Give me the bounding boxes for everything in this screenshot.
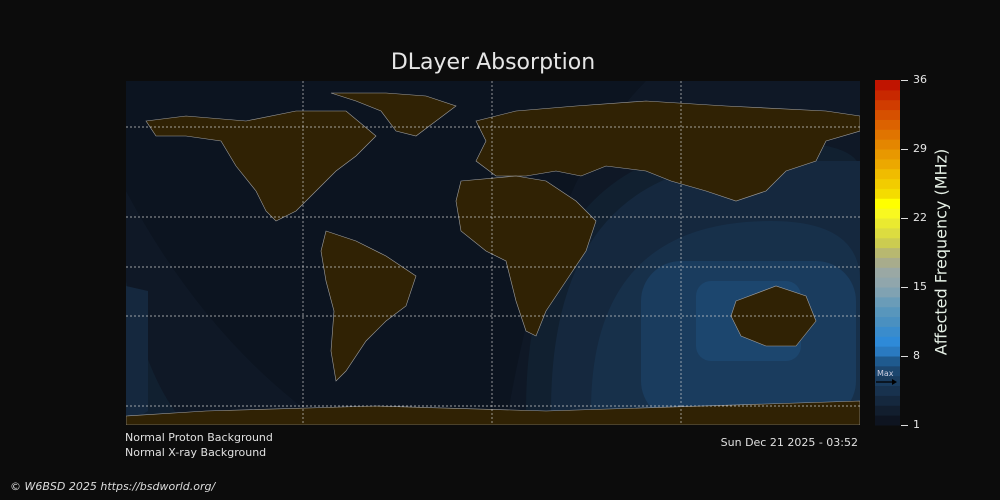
colorbar-segment [875,129,900,140]
colorbar-segment [875,365,900,377]
colorbar-tick-label: 8 [913,349,920,362]
colorbar-tick-mark [901,287,908,288]
graticule [126,81,860,425]
chart-title: DLayer Absorption [390,50,596,75]
colorbar-segment [875,395,900,406]
colorbar-segment [875,415,900,426]
colorbar-segment [875,346,900,357]
colorbar-tick-mark [901,80,908,81]
colorbar-segment [875,158,900,170]
colorbar-tick-label: 22 [913,211,927,224]
colorbar-segment [875,149,900,160]
colorbar-segment [875,198,900,209]
colorbar-segment [875,99,900,111]
colorbar-segment [875,385,900,396]
copyright-footer: © W6BSD 2025 https://bsdworld.org/ [10,480,216,493]
colorbar-segment [875,336,900,347]
colorbar-tick-mark [901,218,908,219]
colorbar-label: Affected Frequency (MHz) [931,148,951,356]
max-marker-arrowhead [892,379,897,385]
colorbar-segment [875,109,900,120]
colorbar-tick-mark [901,149,908,150]
max-marker-label: Max [877,369,894,378]
colorbar-segment [875,178,900,189]
world-map [126,81,860,425]
colorbar-segment [875,188,900,199]
colorbar-segment [875,257,900,268]
colorbar-segment [875,296,900,308]
xray-status: Normal X-ray Background [125,446,267,459]
continents [126,92,860,425]
colorbar: Max [875,80,900,426]
colorbar-tick-label: 15 [913,280,927,293]
colorbar-segment [875,405,900,416]
colorbar-segment [875,119,900,130]
colorbar-segment [875,356,900,367]
colorbar-segment [875,237,900,249]
colorbar-segment [875,306,900,318]
colorbar-segment [875,375,900,387]
colorbar-segment [875,247,900,258]
colorbar-tick-mark [901,356,908,357]
colorbar-segment [875,139,900,150]
colorbar-tick-label: 36 [913,73,927,86]
timestamp: Sun Dec 21 2025 - 03:52 [720,436,858,449]
colorbar-segment [875,277,900,288]
colorbar-segment [875,227,900,239]
colorbar-tick-label: 1 [913,418,920,431]
colorbar-segment [875,80,900,91]
colorbar-segment [875,218,900,229]
colorbar-segment [875,89,900,101]
colorbar-segment [875,168,900,180]
colorbar-segment [875,326,900,337]
colorbar-tick-label: 29 [913,142,927,155]
colorbar-segment [875,287,900,298]
colorbar-segment [875,208,900,219]
proton-status: Normal Proton Background [125,431,273,444]
colorbar-tick-mark [901,425,908,426]
colorbar-segment [875,316,900,327]
colorbar-segment [875,267,900,278]
